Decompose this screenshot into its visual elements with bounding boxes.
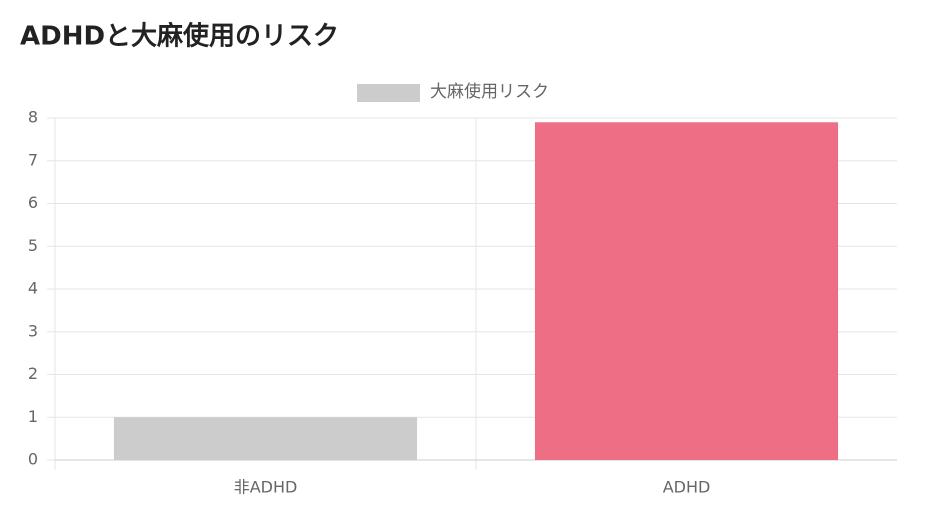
y-tick-label: 1 <box>28 407 38 426</box>
chart-title: ADHDと大麻使用のリスク <box>20 22 339 52</box>
bar <box>534 122 839 461</box>
y-tick-label: 6 <box>28 193 38 212</box>
y-tick-label: 8 <box>28 108 38 127</box>
x-tick-label: 非ADHD <box>234 478 298 497</box>
y-tick-label: 4 <box>28 279 38 298</box>
legend-label: 大麻使用リスク <box>430 81 549 102</box>
y-tick-label: 5 <box>28 236 38 255</box>
legend-swatch <box>357 84 420 102</box>
bar <box>113 417 418 460</box>
y-tick-label: 3 <box>28 321 38 340</box>
x-tick-label: ADHD <box>663 478 711 497</box>
y-tick-label: 2 <box>28 364 38 383</box>
y-tick-label: 7 <box>28 150 38 169</box>
y-tick-label: 0 <box>28 450 38 469</box>
